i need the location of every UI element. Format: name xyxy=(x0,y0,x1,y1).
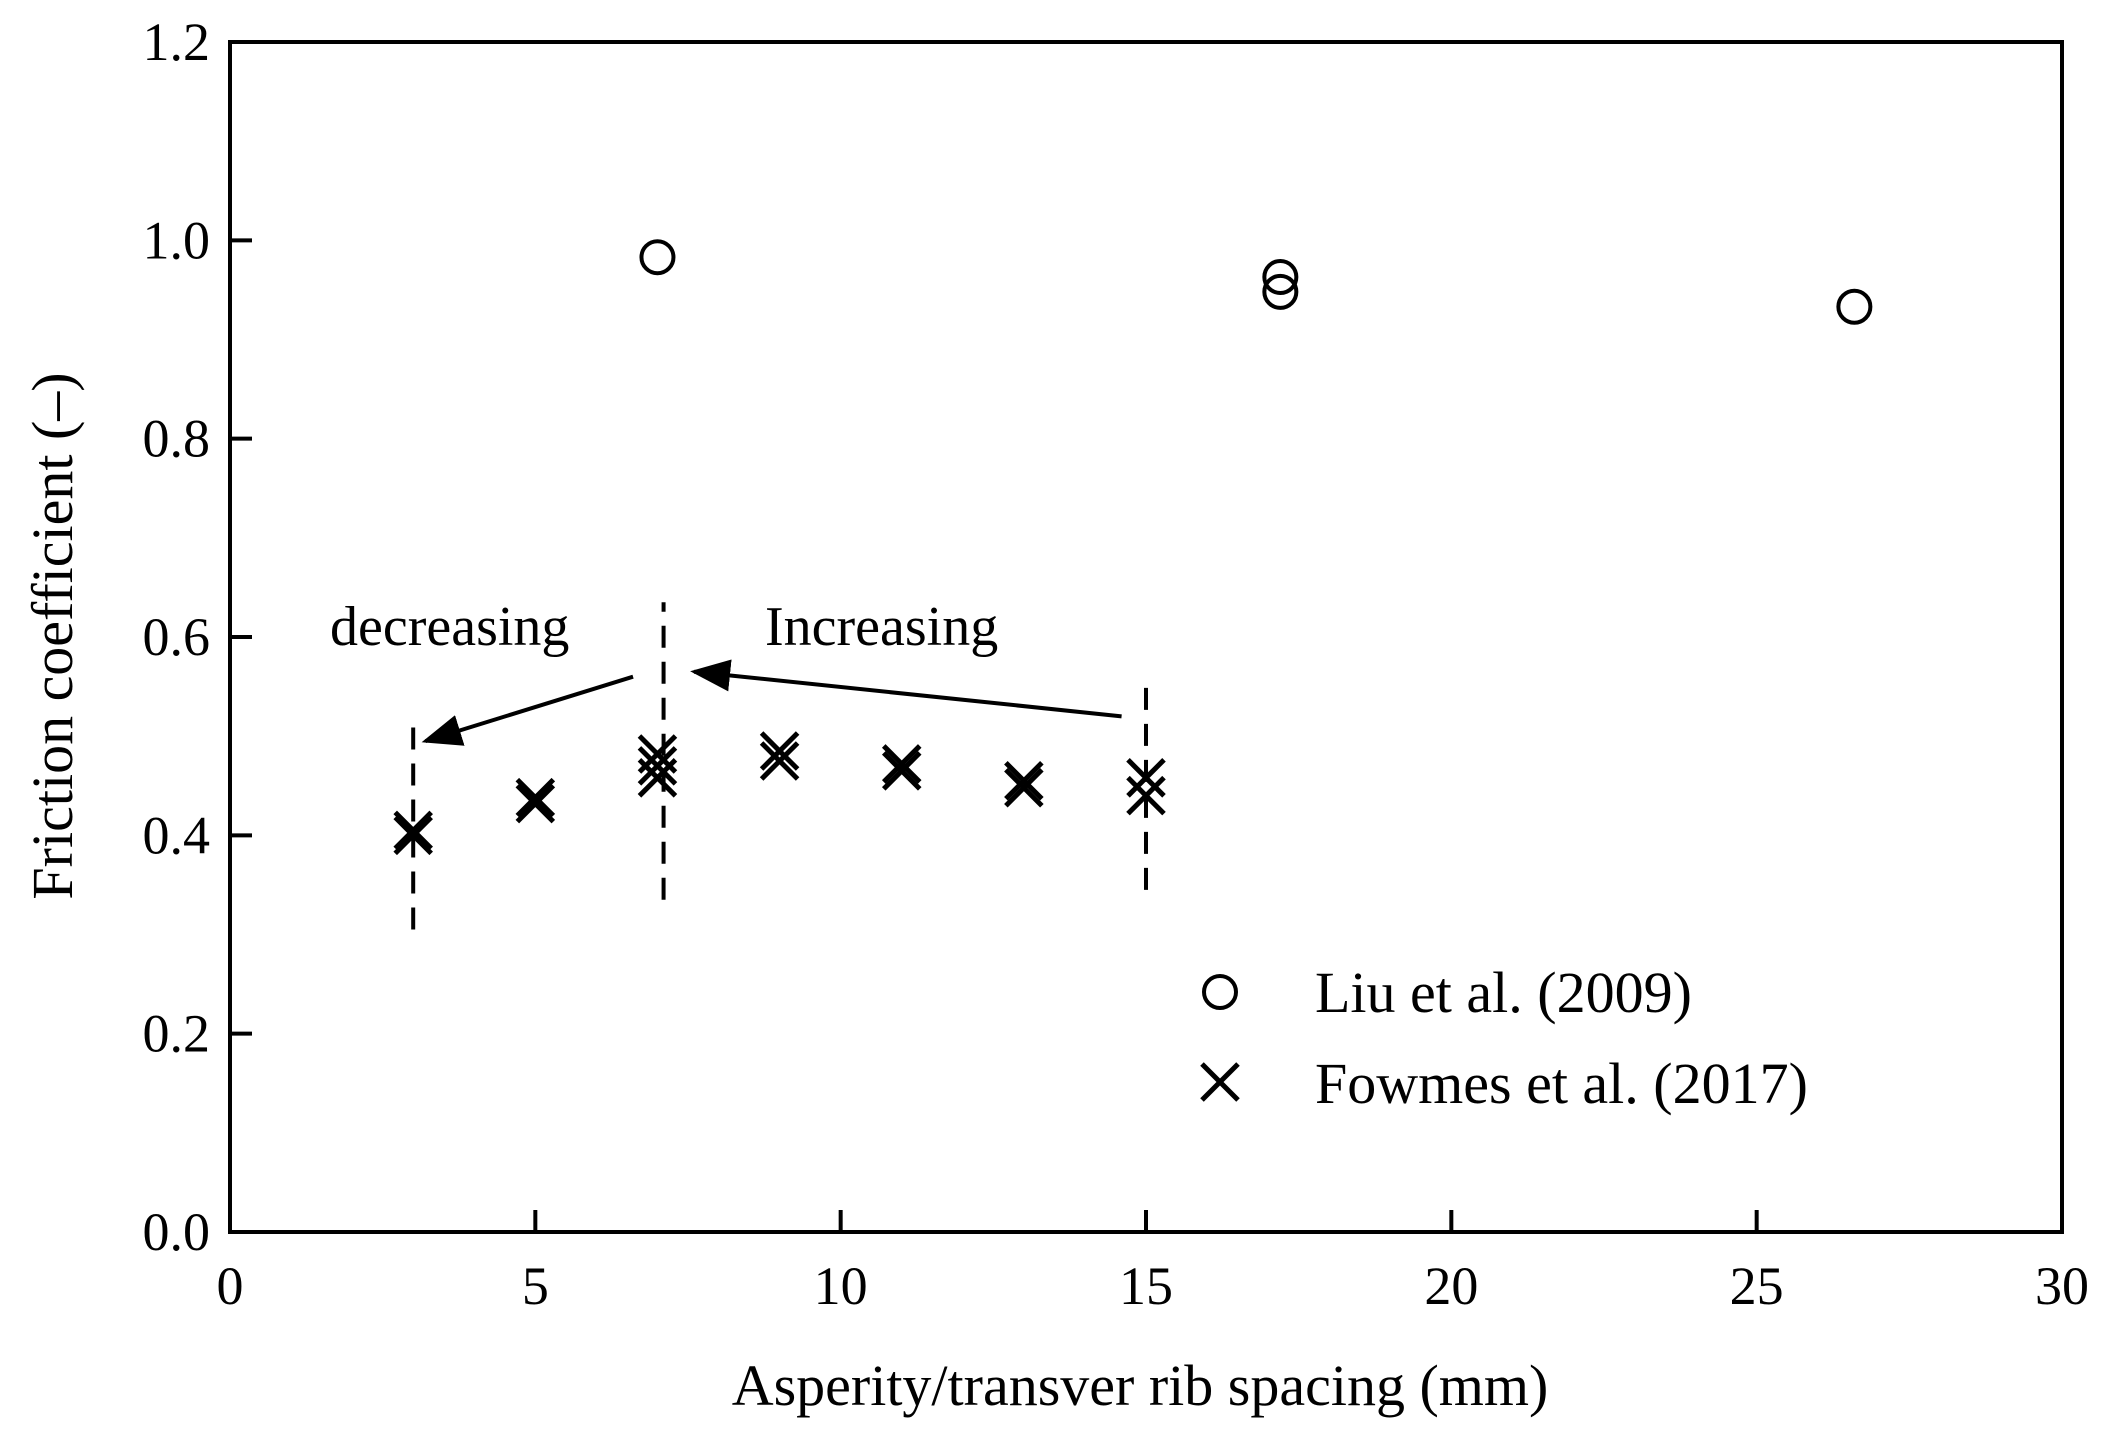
x-tick-label: 20 xyxy=(1424,1256,1478,1316)
x-marker-stroke xyxy=(1004,761,1044,801)
x-marker-stroke xyxy=(637,746,678,786)
x-marker-stroke xyxy=(759,731,800,771)
legend-label-fowmes: Fowmes et al. (2017) xyxy=(1315,1051,1808,1116)
legend-marker-fowmes xyxy=(1200,1062,1240,1102)
data-point-fowmes xyxy=(759,741,800,781)
data-point-liu xyxy=(1262,259,1299,296)
data-point-fowmes xyxy=(1004,761,1044,801)
ticks: 0 5 10 15 20 25 30 0.0 0.2 0.4 0.6 0.8 1.0 1.2 xyxy=(143,12,2090,1316)
x-marker-stroke xyxy=(393,810,433,851)
y-tick-label: 1.0 xyxy=(143,210,211,270)
x-tick-label: 30 xyxy=(2035,1256,2089,1316)
data-point-fowmes xyxy=(759,731,800,771)
y-tick-label: 0.4 xyxy=(143,805,211,865)
legend-marker-liu xyxy=(1202,974,1238,1010)
data-point-liu xyxy=(1262,273,1299,310)
data-point-liu xyxy=(1836,288,1873,325)
x-tick-label: 10 xyxy=(814,1256,868,1316)
legend: Liu et al. (2009) Fowmes et al. (2017) xyxy=(1200,960,1808,1116)
data-point-fowmes xyxy=(637,746,678,786)
data-point-fowmes xyxy=(881,744,922,784)
data-point-fowmes xyxy=(1126,775,1166,816)
y-tick-label: 0.0 xyxy=(143,1202,211,1262)
x-tick-label: 15 xyxy=(1119,1256,1173,1316)
y-axis-label: Friction coefficient (–) xyxy=(20,372,85,899)
x-marker-stroke xyxy=(1126,758,1166,798)
data-point-fowmes xyxy=(393,815,433,856)
x-marker-stroke xyxy=(881,751,922,791)
x-axis-label: Asperity/transver rib spacing (mm) xyxy=(732,1353,1549,1418)
data-point-fowmes xyxy=(881,751,922,791)
annotation-arrow xyxy=(421,674,634,746)
x-marker-stroke xyxy=(515,783,556,824)
data-point-fowmes xyxy=(515,777,556,818)
x-marker-stroke xyxy=(1004,767,1044,808)
y-tick-label: 0.8 xyxy=(143,409,211,469)
data-point-fowmes xyxy=(393,810,433,851)
y-tick-label: 0.2 xyxy=(143,1004,211,1064)
annotation-decreasing-label: decreasing xyxy=(330,596,569,658)
data-point-fowmes xyxy=(637,758,678,798)
annotation-increasing-label: Increasing xyxy=(765,596,998,658)
data-point-fowmes xyxy=(1004,767,1044,808)
x-marker-stroke xyxy=(759,741,800,781)
x-tick-label: 0 xyxy=(217,1256,244,1316)
x-marker-stroke xyxy=(515,777,556,818)
annotations: decreasing Increasing xyxy=(330,596,1122,746)
y-tick-label: 1.2 xyxy=(143,12,211,72)
x-marker-stroke xyxy=(637,758,678,798)
y-tick-label: 0.6 xyxy=(143,607,211,667)
data-point-liu xyxy=(639,239,676,276)
legend-label-liu: Liu et al. (2009) xyxy=(1315,960,1692,1025)
data-point-fowmes xyxy=(515,783,556,824)
x-marker-stroke xyxy=(1200,1062,1240,1102)
x-marker-stroke xyxy=(1126,775,1166,816)
x-tick-label: 25 xyxy=(1730,1256,1784,1316)
data-point-fowmes xyxy=(1126,758,1166,798)
data-points xyxy=(393,239,1873,856)
annotation-arrow xyxy=(690,659,1122,719)
x-marker-stroke xyxy=(881,744,922,784)
x-marker-stroke xyxy=(393,815,433,856)
x-tick-label: 5 xyxy=(522,1256,549,1316)
